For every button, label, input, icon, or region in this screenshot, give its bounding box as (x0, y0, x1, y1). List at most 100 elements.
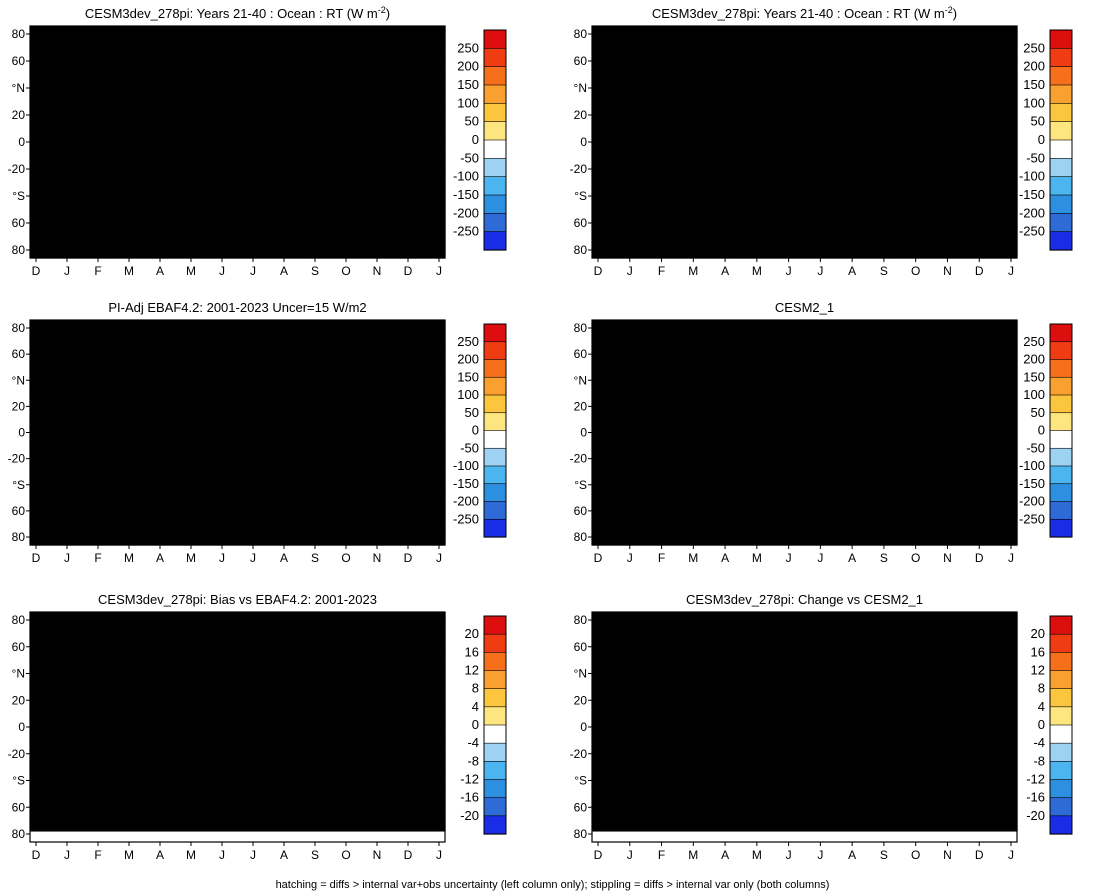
heat-cell (721, 200, 730, 206)
heat-cell (244, 41, 253, 48)
heat-cell (104, 221, 113, 227)
heat-cell (667, 115, 677, 122)
heat-cell (415, 200, 424, 206)
heat-cell (378, 126, 387, 133)
heat-cell (599, 26, 608, 32)
heat-cell (155, 131, 164, 138)
heat-cell (622, 178, 631, 185)
heat-cell (850, 184, 859, 191)
heat-cell (378, 163, 387, 169)
heat-cell (903, 36, 912, 43)
heat-cell (207, 236, 216, 243)
heat-cell (979, 62, 988, 69)
heat-cell (304, 184, 313, 191)
heat-cell (895, 68, 904, 75)
heat-cell (941, 247, 950, 254)
heat-cell (341, 252, 350, 259)
heat-cell (956, 231, 965, 238)
heat-cell (956, 157, 965, 164)
heat-cell (400, 184, 409, 191)
y-tick-label: 60 (12, 216, 26, 230)
heat-cell (215, 120, 224, 127)
heat-cell (629, 136, 639, 143)
heat-cell (599, 115, 608, 122)
heat-cell (622, 78, 631, 85)
heat-cell (842, 131, 851, 138)
heat-cell (222, 84, 231, 90)
heat-cell (326, 236, 335, 243)
heat-cell (736, 99, 745, 106)
heat-cell (370, 226, 379, 233)
heat-cell (614, 126, 623, 133)
heat-cell (111, 62, 120, 69)
heat-cell (592, 73, 601, 80)
heat-cell (311, 126, 320, 133)
heat-cell (148, 94, 157, 101)
heat-cell (230, 110, 239, 117)
heat-cell (918, 136, 927, 143)
heat-cell (52, 210, 61, 217)
heat-cell (925, 36, 935, 43)
heat-cell (971, 147, 980, 154)
heat-cell (304, 247, 313, 254)
heat-cell (690, 126, 699, 133)
heat-cell (89, 47, 98, 53)
heat-cell (948, 152, 957, 159)
heat-cell (705, 210, 715, 217)
heat-cell (52, 184, 61, 191)
heat-cell (834, 36, 844, 43)
heat-cell (986, 157, 995, 164)
heat-cell (207, 78, 216, 85)
heat-cell (44, 136, 53, 143)
heat-cell (281, 200, 290, 206)
heat-cell (378, 236, 387, 243)
heat-cell (933, 31, 942, 38)
heat-cell (356, 142, 365, 148)
heat-cell (842, 152, 851, 159)
heat-cell (44, 184, 53, 191)
heat-cell (348, 78, 357, 85)
heat-cell (104, 62, 113, 69)
heat-cell (341, 47, 350, 53)
heat-cell (333, 215, 342, 222)
heat-cell (728, 36, 737, 43)
heat-cell (30, 99, 39, 106)
colorbar-label: 100 (457, 95, 479, 110)
heat-cell (925, 120, 935, 127)
heat-cell (698, 152, 707, 159)
heat-cell (237, 99, 246, 106)
heat-cell (126, 215, 135, 222)
heat-cell (796, 205, 806, 212)
heat-cell (259, 178, 268, 185)
heat-cell (148, 221, 157, 227)
heat-cell (222, 236, 231, 243)
heat-cell (407, 236, 416, 243)
heat-cell (385, 157, 394, 164)
heat-cell (667, 131, 677, 138)
heat-cell (948, 194, 957, 201)
heat-cell (652, 152, 661, 159)
heat-cell (774, 215, 783, 222)
heat-cell (941, 110, 950, 117)
heat-cell (163, 252, 172, 259)
heat-cell (104, 147, 113, 154)
heat-cell (230, 210, 239, 217)
heat-cell (319, 120, 328, 127)
heat-cell (244, 105, 253, 111)
heat-cell (910, 47, 919, 53)
y-tick-label: °S (12, 189, 25, 203)
heat-cell (148, 215, 157, 222)
heat-cell (645, 163, 654, 169)
heat-cell (728, 110, 737, 117)
heat-cell (698, 94, 707, 101)
heat-cell (872, 26, 881, 32)
heat-cell (796, 62, 806, 69)
heat-cell (963, 189, 973, 196)
heat-cell (52, 173, 61, 180)
heat-cell (155, 73, 164, 80)
heat-cell (986, 78, 995, 85)
heat-cell (111, 236, 120, 243)
heat-cell (222, 152, 231, 159)
heat-cell (812, 226, 821, 233)
heat-cell (758, 189, 768, 196)
